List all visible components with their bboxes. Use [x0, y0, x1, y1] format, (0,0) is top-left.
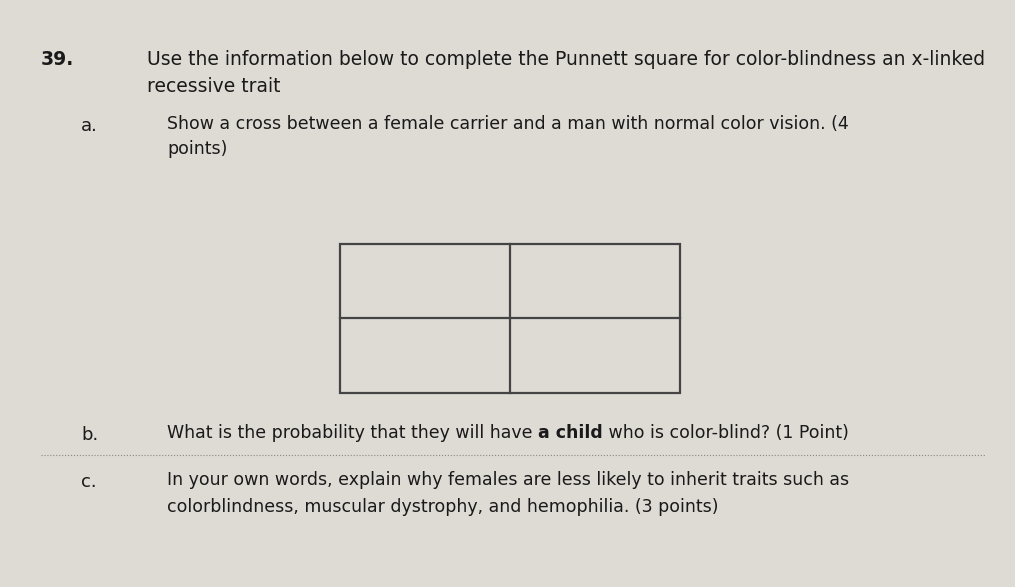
Text: a child: a child	[539, 424, 603, 442]
Text: who is color-blind? (1 Point): who is color-blind? (1 Point)	[603, 424, 850, 442]
Text: In your own words, explain why females are less likely to inherit traits such as: In your own words, explain why females a…	[167, 471, 850, 489]
Text: 39.: 39.	[41, 50, 74, 69]
Text: a.: a.	[81, 117, 98, 136]
Text: Show a cross between a female carrier and a man with normal color vision. (4: Show a cross between a female carrier an…	[167, 115, 850, 133]
Text: colorblindness, muscular dystrophy, and hemophilia. (3 points): colorblindness, muscular dystrophy, and …	[167, 498, 719, 516]
Text: Use the information below to complete the Punnett square for color-blindness an : Use the information below to complete th…	[147, 50, 986, 69]
Bar	[340, 244, 680, 393]
Text: What is the probability that they will have: What is the probability that they will h…	[167, 424, 539, 442]
Text: c.: c.	[81, 473, 96, 491]
Text: b.: b.	[81, 426, 98, 444]
Text: recessive trait: recessive trait	[147, 77, 281, 96]
Text: points): points)	[167, 140, 227, 158]
